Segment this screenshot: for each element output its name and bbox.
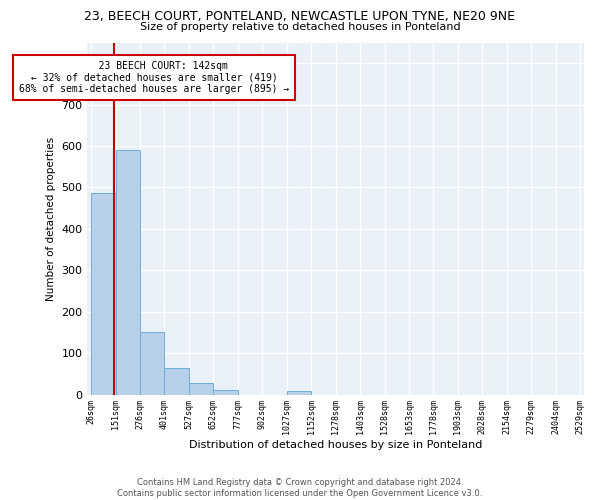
- Text: Contains HM Land Registry data © Crown copyright and database right 2024.
Contai: Contains HM Land Registry data © Crown c…: [118, 478, 482, 498]
- Text: 23, BEECH COURT, PONTELAND, NEWCASTLE UPON TYNE, NE20 9NE: 23, BEECH COURT, PONTELAND, NEWCASTLE UP…: [85, 10, 515, 23]
- Bar: [287, 391, 311, 394]
- Bar: [214, 390, 238, 394]
- Bar: [189, 383, 214, 394]
- Bar: [140, 332, 164, 394]
- Bar: [164, 368, 189, 394]
- Text: 23 BEECH COURT: 142sqm
← 32% of detached houses are smaller (419)
68% of semi-de: 23 BEECH COURT: 142sqm ← 32% of detached…: [19, 61, 290, 94]
- X-axis label: Distribution of detached houses by size in Ponteland: Distribution of detached houses by size …: [189, 440, 482, 450]
- Y-axis label: Number of detached properties: Number of detached properties: [46, 136, 56, 300]
- Bar: [91, 193, 116, 394]
- Text: Size of property relative to detached houses in Ponteland: Size of property relative to detached ho…: [140, 22, 460, 32]
- Bar: [116, 150, 140, 394]
